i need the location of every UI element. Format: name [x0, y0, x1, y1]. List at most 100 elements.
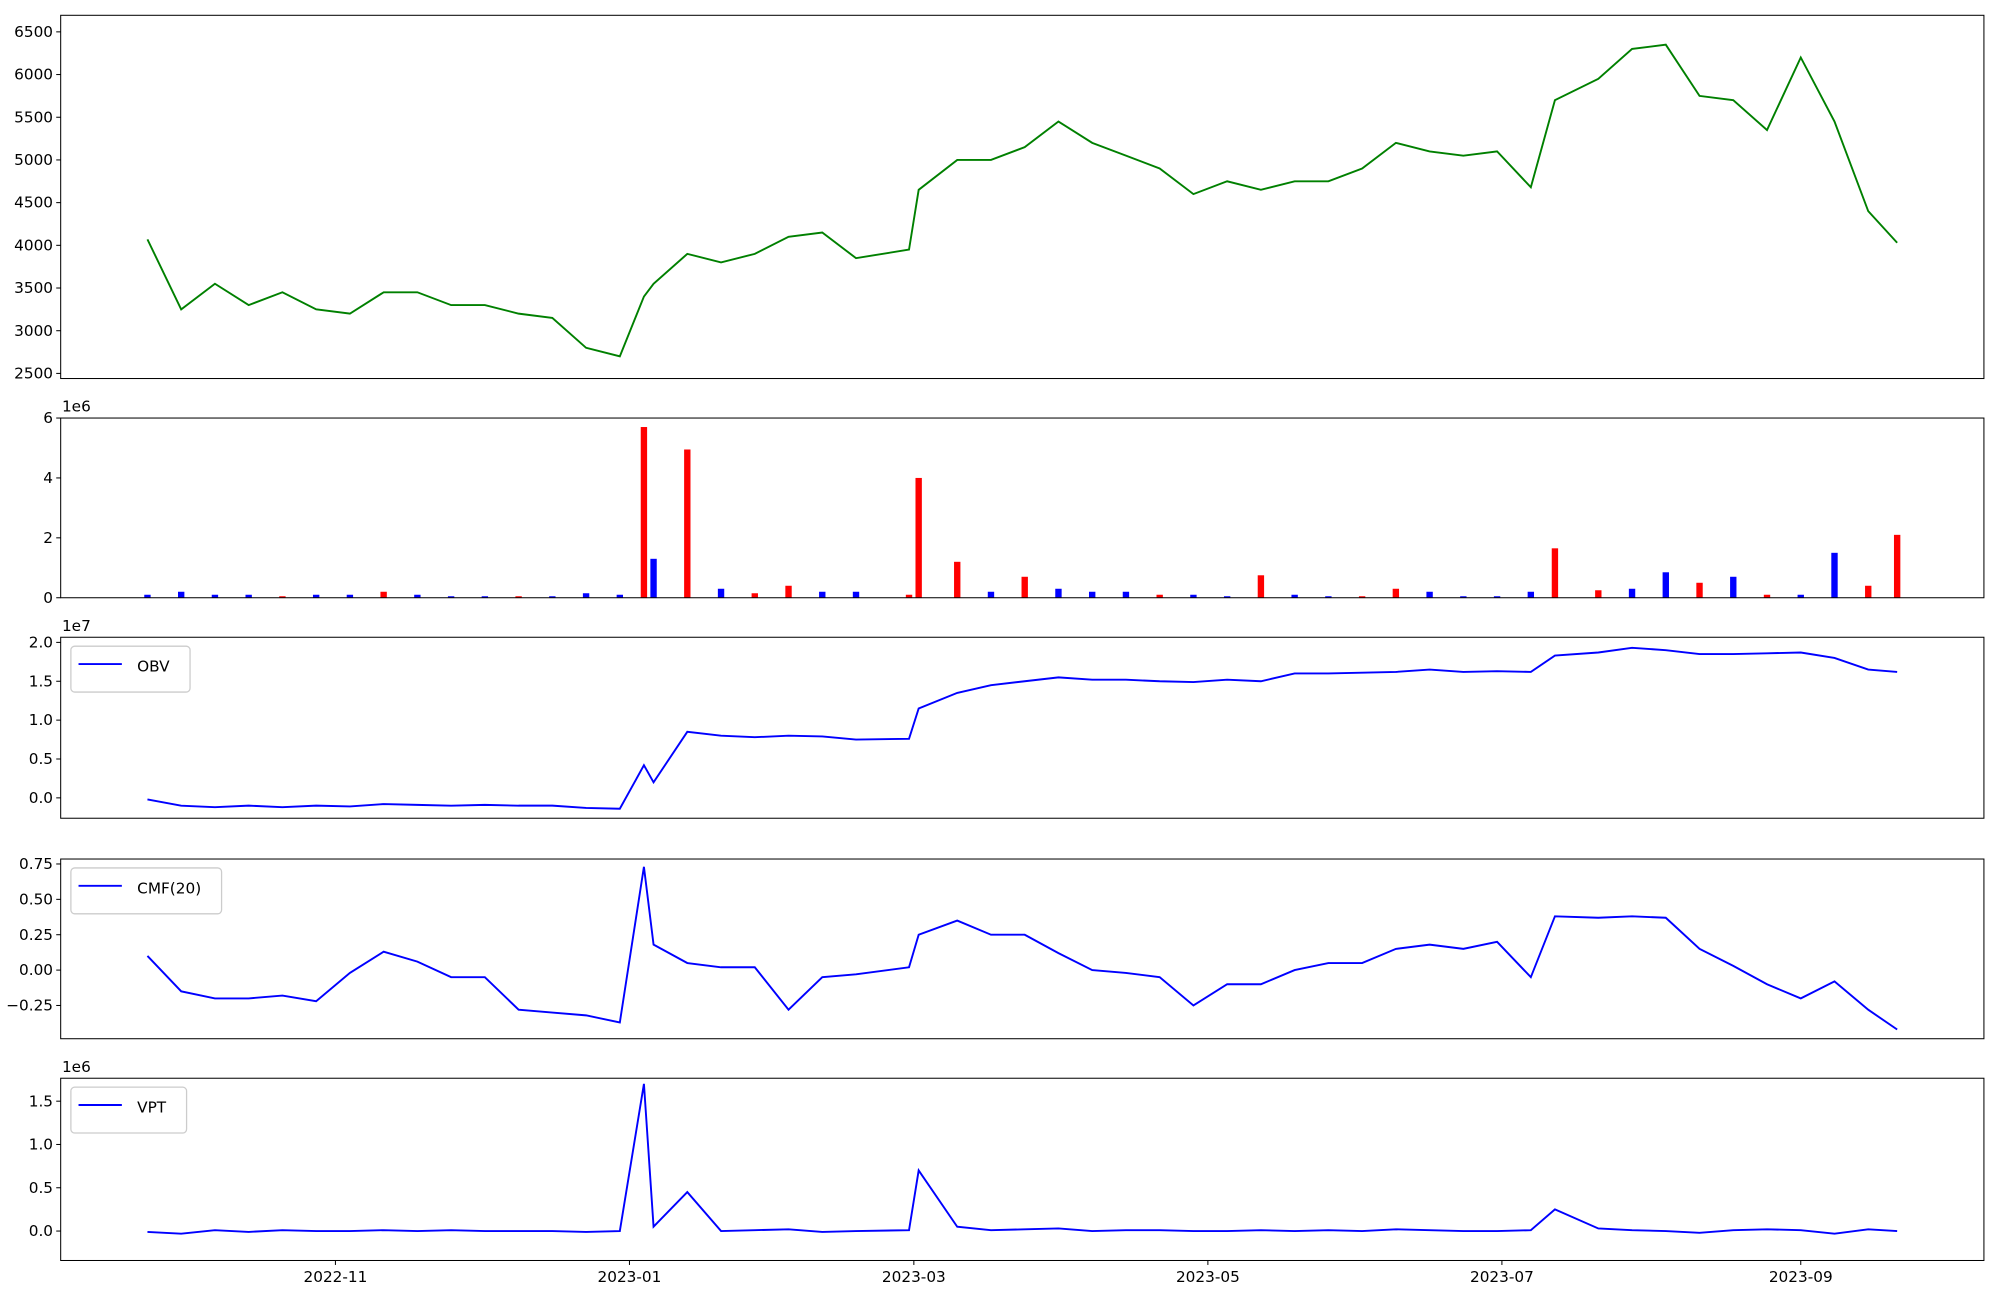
offset-text: 1e6	[62, 398, 91, 416]
volume-bar	[954, 561, 961, 598]
y-tick-label: 4	[43, 469, 53, 487]
x-tick-label: 2023-01	[598, 1268, 662, 1286]
volume-bar	[1257, 575, 1265, 598]
legend-label: VPT	[137, 1099, 167, 1117]
volume-bar	[549, 596, 556, 598]
volume-bar	[414, 594, 421, 598]
volume-bar	[481, 596, 489, 598]
y-tick-label: 6000	[14, 66, 53, 84]
volume-bar	[447, 596, 455, 598]
volume-bar	[1426, 591, 1433, 598]
volume-bar	[905, 594, 913, 598]
volume-bar	[1595, 590, 1602, 598]
legend-box	[70, 1086, 188, 1134]
x-tick-label: 2023-03	[882, 1268, 946, 1286]
volume-bar	[1797, 594, 1804, 598]
y-tick-label: 6500	[14, 23, 53, 41]
y-tick-label: 0	[43, 589, 53, 607]
volume-bar	[1392, 588, 1400, 598]
y-tick-label: 5000	[14, 151, 53, 169]
volume-bar	[312, 594, 320, 598]
y-tick-label: 5500	[14, 108, 53, 126]
y-tick-label: 0.75	[19, 855, 53, 873]
volume-bar	[640, 427, 648, 598]
y-tick-label: 1.0	[29, 711, 53, 729]
volume-bar	[1730, 576, 1737, 598]
volume-bar	[1460, 596, 1467, 598]
offset-text: 1e6	[62, 1058, 91, 1076]
y-tick-label: 3500	[14, 279, 53, 297]
axes-frame	[60, 636, 1985, 819]
volume-bar	[1089, 591, 1096, 598]
volume-bar	[1156, 594, 1163, 598]
volume-bar	[915, 477, 922, 598]
axes-frame	[60, 1077, 1985, 1261]
volume-bar	[1551, 548, 1559, 598]
y-tick-label: 1.5	[29, 672, 53, 690]
series-line	[147, 646, 1898, 810]
volume-bar	[380, 591, 387, 598]
volume-bar	[1291, 594, 1298, 598]
volume-bar	[1527, 591, 1535, 598]
y-tick-label: 0.5	[29, 1179, 53, 1197]
legend-label: CMF(20)	[137, 879, 201, 897]
x-tick-label: 2023-07	[1470, 1268, 1534, 1286]
volume-bar	[245, 594, 252, 598]
volume-bar	[1662, 572, 1669, 598]
y-tick-label: 0.0	[29, 1222, 53, 1240]
volume-bar	[1893, 534, 1901, 598]
volume-bar	[819, 591, 826, 598]
volume-bar	[987, 591, 995, 598]
legend-label: OBV	[137, 658, 170, 676]
volume-bar	[717, 588, 725, 598]
y-tick-label: 2	[43, 529, 53, 547]
volume-bar	[684, 449, 691, 598]
y-tick-label: 6	[43, 409, 53, 427]
y-tick-label: 0.25	[19, 926, 53, 944]
volume-bar	[582, 593, 590, 598]
volume-bar	[1190, 594, 1197, 598]
y-tick-label: 0.0	[29, 789, 53, 807]
volume-bar	[785, 585, 792, 598]
volume-bar	[1763, 594, 1771, 598]
y-tick-label: 1.5	[29, 1092, 53, 1110]
volume-bar	[346, 594, 354, 598]
volume-bar	[616, 594, 624, 598]
x-tick-label: 2023-09	[1769, 1268, 1833, 1286]
volume-bar	[1696, 582, 1703, 598]
volume-bar	[1493, 596, 1501, 598]
volume-bar	[1831, 552, 1838, 598]
y-tick-label: 4000	[14, 236, 53, 254]
volume-bar	[211, 594, 219, 598]
volume-bar	[751, 593, 758, 598]
volume-bar	[650, 558, 657, 598]
series-line	[147, 1083, 1898, 1235]
legend-box	[70, 645, 191, 693]
volume-bar	[144, 594, 151, 598]
x-tick-label: 2022-11	[304, 1268, 368, 1286]
axes-frame	[60, 14, 1985, 380]
y-tick-label: 0.00	[19, 961, 53, 979]
volume-bar	[1055, 588, 1062, 598]
volume-bar	[1122, 591, 1130, 598]
volume-bar	[515, 596, 522, 598]
x-tick-label: 2023-05	[1176, 1268, 1240, 1286]
y-tick-label: 1.0	[29, 1136, 53, 1154]
y-tick-label: −0.25	[6, 997, 53, 1015]
y-tick-label: 3000	[14, 322, 53, 340]
axes-frame	[60, 858, 1985, 1040]
offset-text: 1e7	[62, 617, 91, 635]
legend-box	[70, 867, 223, 915]
y-tick-label: 2.0	[29, 633, 53, 651]
y-tick-label: 4500	[14, 194, 53, 212]
y-tick-label: 0.50	[19, 890, 53, 908]
volume-bar	[1223, 596, 1231, 598]
volume-bar	[1865, 585, 1872, 598]
y-tick-label: 0.5	[29, 750, 53, 768]
volume-bar	[279, 596, 286, 598]
volume-bar	[852, 591, 860, 598]
series-line	[146, 866, 1898, 1031]
volume-bar	[178, 591, 185, 598]
